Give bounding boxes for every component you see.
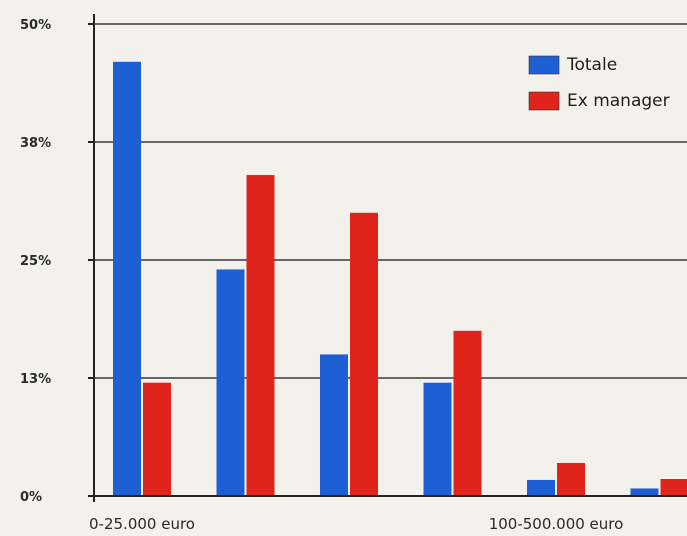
legend-swatch — [528, 91, 560, 111]
y-tick-label: 0% — [20, 490, 42, 505]
bar-totale-3 — [423, 382, 452, 496]
bar-totale-4 — [527, 479, 555, 496]
x-category-label: 100-500.000 euro — [489, 515, 624, 533]
legend: Totale Ex manager — [528, 55, 670, 111]
gridlines — [94, 23, 687, 379]
x-category-label: 0-25.000 euro — [89, 515, 195, 533]
bar-totale-5 — [630, 488, 659, 496]
bar-ex-manager-4 — [557, 462, 585, 496]
bar-totale-2 — [320, 354, 348, 496]
y-tick-label: 50% — [20, 18, 51, 33]
bar-ex-manager-5 — [660, 479, 687, 496]
bar-totale-1 — [216, 269, 245, 496]
y-tick-label: 25% — [20, 254, 51, 269]
y-axis-ticks: 0% 13% 25% 38% 50% — [20, 18, 94, 505]
legend-label: Totale — [566, 55, 617, 75]
bar-ex-manager-0 — [143, 382, 171, 496]
bar-ex-manager-1 — [246, 175, 275, 497]
bar-ex-manager-2 — [350, 212, 378, 497]
bar-totale-0 — [113, 61, 141, 496]
x-axis-labels: 0-25.000 euro 100-500.000 euro — [89, 515, 623, 533]
bars — [113, 61, 687, 497]
y-tick-label: 13% — [20, 372, 51, 387]
legend-label: Ex manager — [567, 91, 670, 111]
legend-swatch — [528, 55, 560, 75]
bar-ex-manager-3 — [453, 330, 482, 496]
y-tick-label: 38% — [20, 136, 51, 151]
